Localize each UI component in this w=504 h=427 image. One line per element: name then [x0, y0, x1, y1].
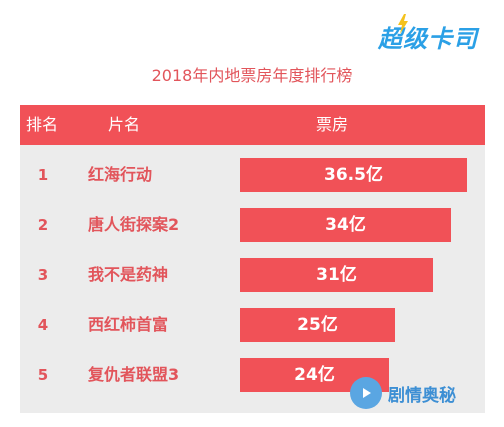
- box-office-label: 25亿: [297, 315, 338, 335]
- film-name-cell: 我不是药神: [88, 265, 169, 284]
- film-name-cell: 西红柿首富: [88, 315, 169, 334]
- box-office-bar: 36.5亿: [240, 158, 467, 192]
- box-office-label: 34亿: [325, 215, 366, 235]
- table-row: 2 唐人街探案2 34亿: [20, 200, 485, 250]
- table-header: 排名 片名 票房: [20, 105, 485, 145]
- rank-cell: 1: [37, 166, 49, 184]
- logo: 超级卡司: [378, 14, 488, 56]
- header-rank: 排名: [26, 115, 59, 134]
- rank-cell: 4: [37, 316, 49, 334]
- logo-text: 超级卡司: [378, 24, 478, 53]
- table-row: 3 我不是药神 31亿: [20, 250, 485, 300]
- rank-cell: 3: [37, 266, 49, 284]
- box-office-label: 31亿: [316, 265, 357, 285]
- watermark: 剧情奥秘: [350, 376, 456, 410]
- box-office-bar: 34亿: [240, 208, 451, 242]
- box-office-bar: 24亿: [240, 358, 389, 392]
- table-row: 4 西红柿首富 25亿: [20, 300, 485, 350]
- header-film: 片名: [108, 115, 141, 134]
- table-row: 1 红海行动 36.5亿: [20, 150, 485, 200]
- lightning-icon: [398, 14, 408, 34]
- rank-cell: 5: [37, 366, 49, 384]
- header-box-office: 票房: [316, 115, 349, 134]
- chart-title: 2018年内地票房年度排行榜: [151, 66, 353, 85]
- film-name-cell: 复仇者联盟3: [88, 365, 180, 384]
- table-body: 1 红海行动 36.5亿 2 唐人街探案2 34亿 3 我不是药神 31亿 4 西红柿首富 25亿 5 复…: [20, 145, 485, 413]
- film-name-cell: 唐人街探案2: [88, 215, 180, 234]
- box-office-label: 24亿: [294, 365, 335, 385]
- watermark-text: 剧情奥秘: [388, 385, 456, 406]
- film-name-cell: 红海行动: [88, 165, 153, 184]
- box-office-label: 36.5亿: [324, 165, 383, 185]
- ranking-table: 排名 片名 票房 1 红海行动 36.5亿 2 唐人街探案2 34亿 3 我不是药神 31亿 4 西…: [20, 105, 485, 413]
- table-row: 5 复仇者联盟3 24亿: [20, 350, 485, 400]
- box-office-bar: 25亿: [240, 308, 395, 342]
- rank-cell: 2: [37, 216, 49, 234]
- play-icon: [350, 377, 382, 409]
- box-office-bar: 31亿: [240, 258, 433, 292]
